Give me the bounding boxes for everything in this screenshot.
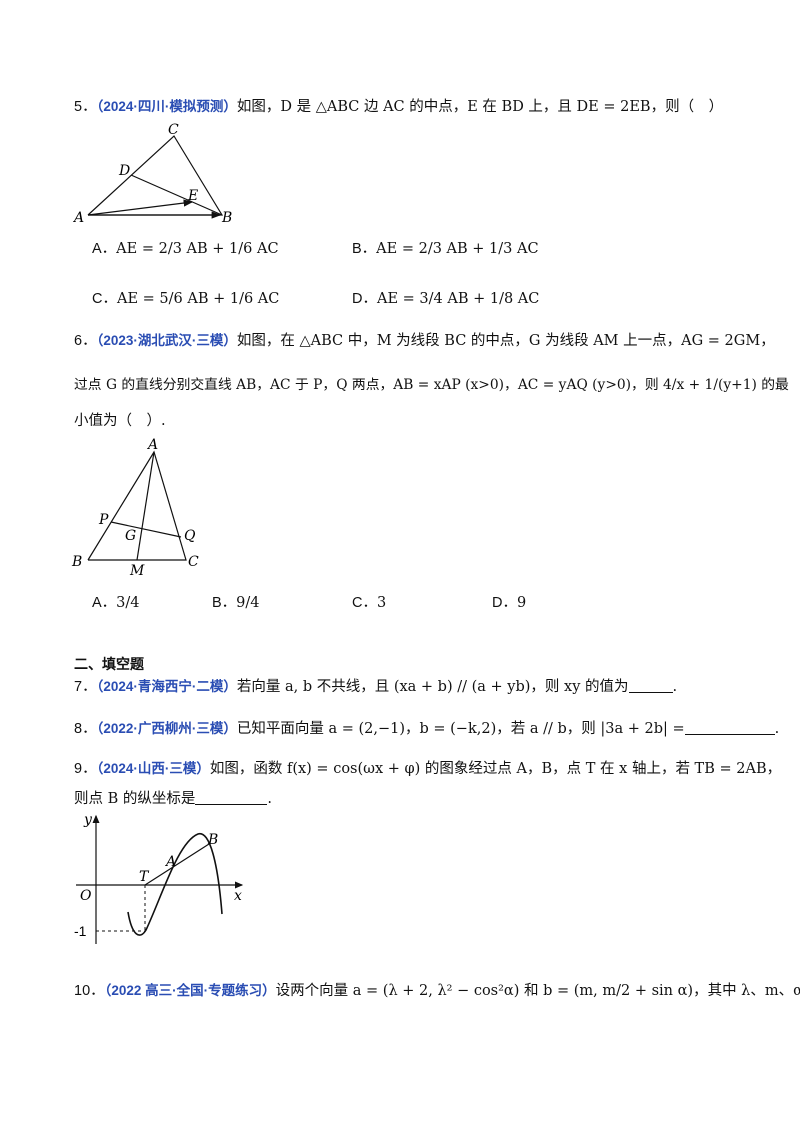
q9-label-y: y bbox=[83, 812, 93, 828]
q10-text: 设两个向量 a = (λ + 2, λ² − cos²α) 和 b = (m, … bbox=[275, 983, 800, 999]
q9-curve bbox=[127, 833, 223, 936]
q5-option-d[interactable]: D．AE = 3/4 AB + 1/8 AC bbox=[352, 291, 540, 307]
q5-stem: 5．（2024·四川·模拟预测）如图，D 是 △ABC 边 AC 的中点，E 在… bbox=[74, 96, 726, 118]
q7-text: 若向量 a, b 不共线，且 (xa + b) // (a + yb)，则 xy… bbox=[236, 679, 629, 695]
q5-text: 如图，D 是 △ABC 边 AC 的中点，E 在 BD 上，且 DE = 2EB… bbox=[236, 99, 724, 115]
q10-source: （2022 高三·全国·专题练习） bbox=[104, 983, 276, 998]
q9-text2: 则点 B 的纵坐标是 bbox=[74, 791, 196, 807]
q6-figure: A B C P Q G M bbox=[71, 437, 199, 578]
q6-option-b[interactable]: B．9/4 bbox=[212, 595, 260, 611]
q5-label-a: A bbox=[72, 210, 84, 226]
q7-answer-blank[interactable] bbox=[628, 678, 673, 693]
q6-stem-line1: 6．（2023·湖北武汉·三模）如图，在 △ABC 中，M 为线段 BC 的中点… bbox=[74, 330, 775, 352]
q6-median-am bbox=[136, 451, 155, 561]
q5-triangle bbox=[87, 135, 224, 216]
q5-label-b: B bbox=[221, 210, 232, 226]
q5-number: 5． bbox=[74, 99, 97, 115]
q6-option-c[interactable]: C．3 bbox=[352, 595, 387, 611]
q6-label-g: G bbox=[125, 528, 136, 544]
q9-stem-line1: 9．（2024·山西·三模）如图，函数 f(x) = cos(ωx + φ) 的… bbox=[74, 758, 781, 780]
q6-label-a: A bbox=[146, 437, 158, 453]
q9-number: 9． bbox=[74, 761, 97, 777]
q6-triangle bbox=[87, 450, 187, 561]
q5-option-c[interactable]: C．AE = 5/6 AB + 1/6 AC bbox=[92, 291, 280, 307]
q9-text1: 如图，函数 f(x) = cos(ωx + φ) 的图象经过点 A，B，点 T … bbox=[209, 761, 782, 777]
q9-answer-blank[interactable] bbox=[195, 790, 268, 805]
section-heading-fill-in: 二、填空题 bbox=[74, 656, 144, 672]
q6-source: （2023·湖北武汉·三模） bbox=[96, 333, 237, 348]
q5-vector-ae bbox=[87, 199, 194, 216]
q6-stem-line2: 过点 G 的直线分别交直线 AB，AC 于 P，Q 两点，AB = xAP (x… bbox=[74, 377, 789, 393]
q9-source: （2024·山西·三模） bbox=[96, 761, 210, 776]
q8-text: 已知平面向量 a = (2,−1)，b = (−k,2)，若 a // b，则 … bbox=[236, 721, 685, 737]
q5-label-c: C bbox=[168, 122, 179, 138]
q6-label-p: P bbox=[98, 512, 109, 528]
q7-number: 7． bbox=[74, 679, 97, 695]
q7-source: （2024·青海西宁·二模） bbox=[96, 679, 237, 694]
q8-source: （2022·广西柳州·三模） bbox=[96, 721, 237, 736]
q6-label-b: B bbox=[71, 554, 82, 570]
q6-label-m: M bbox=[129, 563, 145, 578]
q6-label-c: C bbox=[188, 554, 199, 570]
q6-option-d[interactable]: D．9 bbox=[492, 595, 527, 611]
q6-number: 6． bbox=[74, 333, 97, 349]
q5-option-a[interactable]: A．AE = 2/3 AB + 1/6 AC bbox=[92, 241, 279, 257]
q9-label-minus1: -1 bbox=[74, 923, 87, 939]
q7-stem: 7．（2024·青海西宁·二模）若向量 a, b 不共线，且 (xa + b) … bbox=[74, 678, 678, 695]
q9-label-o: O bbox=[80, 888, 92, 904]
q10-stem: 10．（2022 高三·全国·专题练习）设两个向量 a = (λ + 2, λ²… bbox=[74, 980, 800, 1002]
q9-stem-line2: 则点 B 的纵坐标是. bbox=[74, 790, 272, 807]
q5-label-e: E bbox=[187, 188, 198, 204]
q9-segment-tb bbox=[144, 843, 210, 886]
q6-label-q: Q bbox=[184, 528, 196, 544]
q8-number: 8． bbox=[74, 721, 97, 737]
q9-label-x: x bbox=[234, 888, 242, 904]
q9-label-b: B bbox=[207, 832, 218, 848]
q8-stem: 8．（2022·广西柳州·三模）已知平面向量 a = (2,−1)，b = (−… bbox=[74, 721, 780, 737]
q9-figure: y x O T A B -1 bbox=[74, 812, 244, 944]
q5-segment-db bbox=[130, 174, 223, 216]
q10-number: 10． bbox=[74, 983, 105, 999]
q6-line-pq bbox=[110, 521, 182, 538]
q6-text1: 如图，在 △ABC 中，M 为线段 BC 的中点，G 为线段 AM 上一点，AG… bbox=[236, 333, 775, 349]
q9-label-a: A bbox=[164, 854, 176, 870]
q5-figure: A B C D E bbox=[72, 122, 232, 226]
q8-answer-blank[interactable] bbox=[684, 720, 775, 735]
q9-label-t: T bbox=[139, 869, 150, 885]
q6-stem-line3: 小值为（ ）. bbox=[74, 413, 166, 429]
q5-option-b[interactable]: B．AE = 2/3 AB + 1/3 AC bbox=[352, 241, 539, 257]
q6-option-a[interactable]: A．3/4 bbox=[92, 595, 140, 611]
q5-source: （2024·四川·模拟预测） bbox=[96, 99, 237, 114]
q5-label-d: D bbox=[118, 163, 130, 179]
